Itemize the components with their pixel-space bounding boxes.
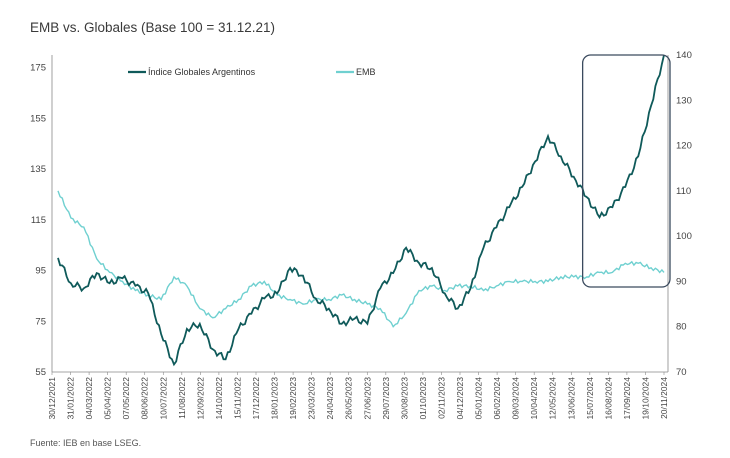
x-tick-label: 15/11/2022 [232, 377, 242, 419]
x-tick-label: 30/08/2023 [399, 377, 409, 420]
left-y-axis: 55 75 95 115 135 155 175 [30, 63, 46, 378]
x-tick-label: 19/10/2024 [640, 377, 650, 420]
x-tick-label: 09/03/2024 [511, 377, 521, 420]
right-tick-label: 100 [676, 231, 692, 242]
x-tick-label: 19/02/2023 [288, 377, 298, 420]
left-tick-label: 75 [35, 316, 46, 327]
x-tick-label: 06/02/2024 [492, 377, 502, 420]
x-tick-label: 02/11/2023 [436, 377, 446, 419]
left-tick-label: 95 [35, 266, 46, 277]
right-tick-label: 90 [676, 276, 687, 287]
right-tick-label: 140 [676, 50, 692, 61]
x-tick-label: 16/08/2024 [603, 377, 613, 420]
x-tick-label: 11/08/2022 [177, 377, 187, 419]
x-tick-label: 15/07/2024 [585, 377, 595, 420]
right-tick-label: 80 [676, 322, 687, 333]
x-tick-label: 05/04/2022 [103, 377, 113, 420]
left-tick-label: 155 [30, 113, 46, 124]
left-tick-label: 115 [31, 215, 46, 226]
source-note: Fuente: IEB en base LSEG. [30, 438, 142, 448]
x-tick-label: 14/10/2022 [214, 377, 224, 420]
x-tick-label: 04/12/2023 [455, 377, 465, 420]
right-tick-label: 70 [676, 367, 687, 378]
x-tick-label: 20/11/2024 [659, 377, 669, 419]
legend-globales-label: Índice Globales Argentinos [148, 67, 256, 77]
right-tick-label: 130 [676, 95, 692, 106]
series-emb-line [57, 190, 665, 328]
series-globales-line [57, 54, 665, 367]
x-tick-label: 12/09/2022 [195, 377, 205, 420]
x-tick-label: 04/03/2022 [84, 377, 94, 420]
highlight-box [581, 54, 671, 288]
x-tick-label: 17/12/2022 [251, 377, 261, 420]
right-tick-label: 110 [676, 186, 691, 197]
left-tick-label: 175 [30, 63, 46, 74]
x-tick-label: 01/10/2023 [418, 377, 428, 420]
x-tick-label: 10/07/2022 [158, 377, 168, 420]
left-tick-label: 55 [35, 367, 46, 378]
x-tick-label: 05/01/2024 [474, 377, 484, 420]
x-tick-label: 12/05/2024 [548, 377, 558, 420]
x-tick-label: 31/01/2022 [66, 377, 76, 420]
x-tick-label: 08/06/2022 [140, 377, 150, 420]
x-tick-label: 13/06/2024 [566, 377, 576, 420]
legend-emb-label: EMB [356, 67, 376, 77]
x-tick-label: 26/05/2023 [344, 377, 354, 420]
x-tick-label: 30/12/2021 [47, 377, 57, 420]
right-tick-label: 120 [676, 141, 692, 152]
x-tick-label: 17/09/2024 [622, 377, 632, 420]
legend: Índice Globales Argentinos EMB [128, 67, 376, 77]
chart-title: EMB vs. Globales (Base 100 = 31.12.21) [30, 20, 276, 35]
x-tick-label: 24/04/2023 [325, 377, 335, 420]
x-tick-label: 23/03/2023 [307, 377, 317, 420]
x-tick-label: 07/05/2022 [121, 377, 131, 420]
left-tick-label: 135 [30, 164, 46, 175]
x-axis-labels: 30/12/2021 31/01/2022 04/03/2022 05/04/2022… [47, 372, 669, 420]
x-tick-label: 27/06/2023 [362, 377, 372, 420]
x-tick-label: 18/01/2023 [270, 377, 280, 420]
right-y-axis: 70 80 90 100 110 120 130 140 [676, 50, 692, 378]
x-tick-label: 29/07/2023 [381, 377, 391, 420]
x-tick-label: 10/04/2024 [529, 377, 539, 420]
